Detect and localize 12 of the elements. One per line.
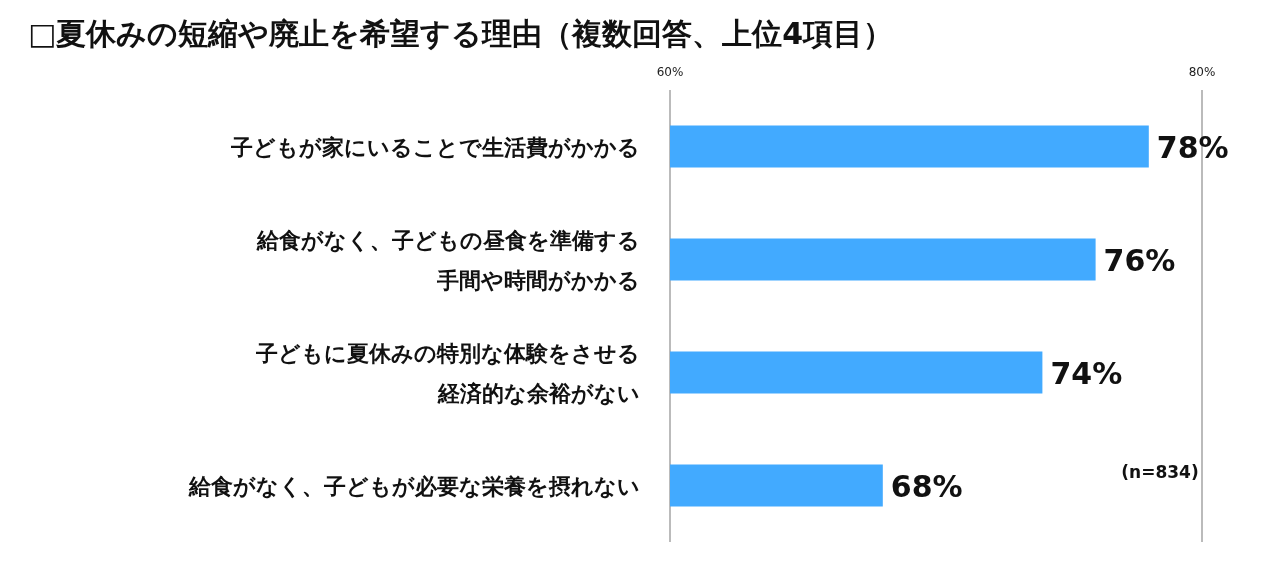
x-tick-label: 60% <box>656 65 684 79</box>
y-tick-label: 給食がなく、子どもの昼食を準備する手間や時間がかかる <box>256 227 640 293</box>
y-tick-label: 子どもに夏休みの特別な体験をさせる経済的な余裕がない <box>255 340 640 406</box>
data-label: 78% <box>1156 129 1229 165</box>
data-label: 76% <box>1103 242 1176 278</box>
data-label: 74% <box>1050 355 1123 391</box>
y-tick-label: 給食がなく、子どもが必要な栄養を摂れない <box>188 473 640 499</box>
chart-title: □夏休みの短縮や廃止を希望する理由（複数回答、上位4項目） <box>28 16 894 51</box>
x-tick-label: 80% <box>1188 65 1216 79</box>
annotation: (n=834) <box>1121 462 1199 482</box>
y-tick-label: 子どもが家にいることで生活費がかかる <box>230 134 640 160</box>
data-label: 68% <box>890 468 963 504</box>
